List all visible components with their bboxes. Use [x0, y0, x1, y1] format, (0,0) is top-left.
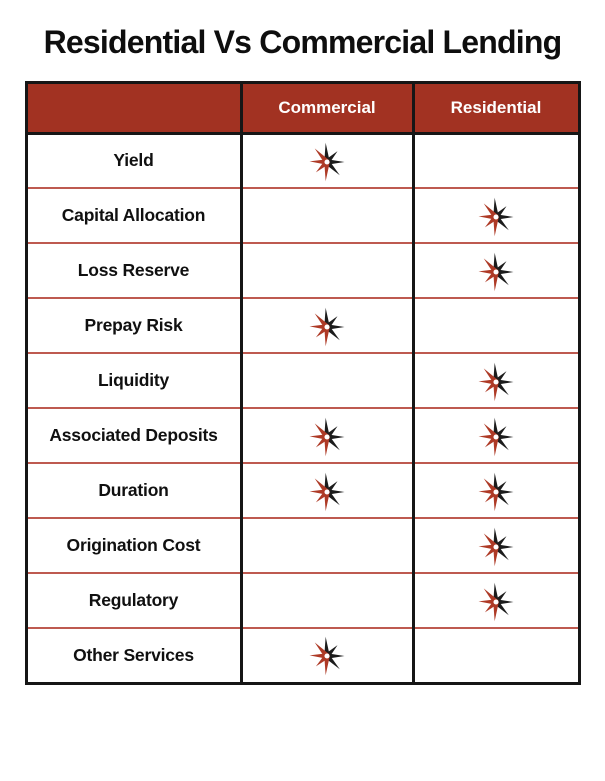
star-marker-icon [309, 637, 345, 676]
row-label: Loss Reserve [24, 242, 243, 299]
table-row: Associated Deposits [24, 407, 581, 464]
header-empty-cell [24, 82, 243, 135]
commercial-cell [239, 187, 415, 244]
row-label: Prepay Risk [24, 297, 243, 354]
commercial-cell [239, 517, 415, 574]
row-label: Other Services [24, 627, 243, 684]
row-label: Regulatory [24, 572, 243, 629]
table-row: Regulatory [24, 572, 581, 629]
star-marker-icon [309, 307, 345, 346]
residential-cell [411, 572, 581, 629]
star-marker-icon [478, 362, 514, 401]
header-residential: Residential [411, 82, 581, 135]
table-row: Duration [24, 462, 581, 519]
star-marker-icon [478, 197, 514, 236]
residential-cell [411, 242, 581, 299]
row-label: Yield [24, 132, 243, 189]
residential-cell [411, 132, 581, 189]
residential-cell [411, 297, 581, 354]
commercial-cell [239, 407, 415, 464]
residential-cell [411, 407, 581, 464]
star-marker-icon [478, 417, 514, 456]
commercial-cell [239, 242, 415, 299]
table-row: Prepay Risk [24, 297, 581, 354]
row-label: Associated Deposits [24, 407, 243, 464]
star-marker-icon [309, 142, 345, 182]
header-commercial: Commercial [239, 82, 415, 135]
residential-cell [411, 352, 581, 409]
table-row: Liquidity [24, 352, 581, 409]
table-row: Loss Reserve [24, 242, 581, 299]
commercial-cell [239, 627, 415, 684]
page-title: Residential Vs Commercial Lending [43, 24, 563, 60]
residential-cell [411, 462, 581, 519]
star-marker-icon [478, 582, 514, 621]
star-marker-icon [478, 527, 514, 566]
residential-cell [411, 187, 581, 244]
star-marker-icon [309, 472, 345, 511]
residential-cell [411, 627, 581, 684]
row-label: Origination Cost [24, 517, 243, 574]
table-row: Yield [24, 132, 581, 189]
row-label: Capital Allocation [24, 187, 243, 244]
table-row: Capital Allocation [24, 187, 581, 244]
row-label: Duration [24, 462, 243, 519]
commercial-cell [239, 352, 415, 409]
commercial-cell [239, 462, 415, 519]
commercial-cell [239, 132, 415, 189]
star-marker-icon [309, 417, 345, 456]
residential-cell [411, 517, 581, 574]
table-row: Other Services [24, 627, 581, 684]
row-label: Liquidity [24, 352, 243, 409]
commercial-cell [239, 572, 415, 629]
header-row: Commercial Residential [24, 82, 581, 135]
commercial-cell [239, 297, 415, 354]
star-marker-icon [478, 252, 514, 291]
star-marker-icon [478, 472, 514, 511]
comparison-table: Commercial Residential Yield Capital All… [24, 80, 581, 685]
table-row: Origination Cost [24, 517, 581, 574]
